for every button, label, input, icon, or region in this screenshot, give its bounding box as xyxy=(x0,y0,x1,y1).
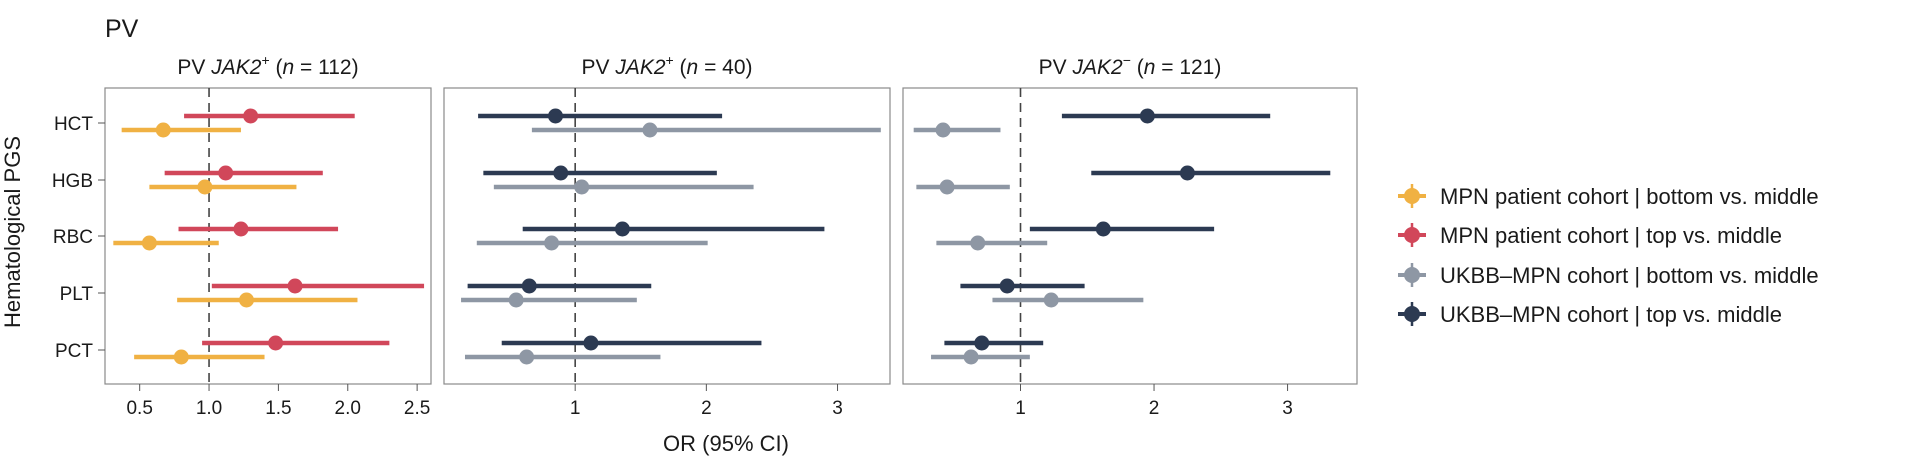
or-point xyxy=(243,108,259,124)
legend-label: UKBB–MPN cohort | bottom vs. middle xyxy=(1440,263,1819,288)
y-tick-label: PLT xyxy=(60,284,94,305)
panel-title-prefix: PV xyxy=(1039,56,1073,79)
panel-title-prefix: PV xyxy=(177,56,211,79)
or-point xyxy=(233,221,249,237)
panel-1: PV JAK2+ (n = 112) 0.5 1.0 1.5 2.0 2.5 HCT HGB R… xyxy=(52,52,432,419)
panel-frame xyxy=(443,87,891,385)
x-tick-label: 2.5 xyxy=(404,398,430,419)
x-tick-label: 3 xyxy=(1282,398,1293,419)
or-point xyxy=(519,349,535,365)
panel-title-n-prefix: ( xyxy=(1131,56,1144,79)
legend-swatch-point xyxy=(1404,306,1420,322)
figure-label: PV xyxy=(105,15,139,43)
or-point xyxy=(173,349,189,365)
legend-swatch-point xyxy=(1404,188,1420,204)
panel-title-superscript: − xyxy=(1123,52,1131,68)
or-point xyxy=(970,235,986,251)
or-point xyxy=(238,292,254,308)
panel-title-superscript: + xyxy=(261,52,269,68)
y-tick-label: RBC xyxy=(53,227,93,248)
legend-label: MPN patient cohort | bottom vs. middle xyxy=(1440,184,1819,209)
legend-label: MPN patient cohort | top vs. middle xyxy=(1440,223,1782,248)
or-point xyxy=(268,335,284,351)
or-point xyxy=(197,179,213,195)
panel-2: PV JAK2+ (n = 40) 1 2 3 xyxy=(443,52,891,419)
x-tick-label: 2.0 xyxy=(335,398,361,419)
series-ukbb_top xyxy=(944,108,1331,351)
series-ukbb_bottom xyxy=(461,122,881,365)
or-point xyxy=(287,278,303,294)
legend-swatch-point xyxy=(1404,227,1420,243)
x-tick-label: 3 xyxy=(832,398,843,419)
or-point xyxy=(939,179,955,195)
panel-title-n-value: = 121) xyxy=(1155,56,1221,79)
y-tick-label: PCT xyxy=(55,341,93,362)
legend-item: MPN patient cohort | bottom vs. middle xyxy=(1398,184,1819,209)
or-point xyxy=(553,165,569,181)
or-point xyxy=(974,335,990,351)
panel-title-n-var: n xyxy=(282,56,294,79)
panel-title: PV JAK2− (n = 121) xyxy=(1039,52,1222,79)
x-tick-label: 0.5 xyxy=(126,398,152,419)
panel-3: PV JAK2− (n = 121) 1 2 3 xyxy=(902,52,1358,419)
or-point xyxy=(521,278,537,294)
or-point xyxy=(508,292,524,308)
series-ukbb_bottom xyxy=(913,122,1144,365)
legend-item: UKBB–MPN cohort | top vs. middle xyxy=(1398,302,1782,327)
panels: PV JAK2+ (n = 112)0.5 1.0 1.5 2.0 2.5HCTHGBR… xyxy=(52,52,1358,419)
panel-frame xyxy=(104,87,432,385)
x-axis-label: OR (95% CI) xyxy=(663,431,789,456)
panel-title: PV JAK2+ (n = 40) xyxy=(581,52,752,79)
x-tick-label: 2 xyxy=(1149,398,1160,419)
or-point xyxy=(963,349,979,365)
panel-title-n-value: = 40) xyxy=(698,56,752,79)
or-point xyxy=(574,179,590,195)
legend-item: MPN patient cohort | top vs. middle xyxy=(1398,223,1782,248)
or-point xyxy=(548,108,563,124)
or-point xyxy=(642,122,658,138)
y-axis-label: Hematological PGS xyxy=(0,136,25,328)
panel-title-n-var: n xyxy=(687,56,699,79)
panel-title-n-prefix: ( xyxy=(270,56,283,79)
panel-title-n-var: n xyxy=(1144,56,1156,79)
or-point xyxy=(999,278,1015,294)
or-point xyxy=(1095,221,1111,237)
panel-title-n-value: = 112) xyxy=(294,56,358,79)
or-point xyxy=(614,221,630,237)
y-tick-label: HGB xyxy=(52,171,93,192)
x-tick-label: 2 xyxy=(701,398,712,419)
panel-title-superscript: + xyxy=(666,52,674,68)
panel-title: PV JAK2+ (n = 112) xyxy=(177,52,358,79)
or-point xyxy=(1179,165,1195,181)
x-tick-label: 1 xyxy=(570,398,581,419)
legend-label: UKBB–MPN cohort | top vs. middle xyxy=(1440,302,1782,327)
panel-title-n-prefix: ( xyxy=(674,56,687,79)
series-mpn_bottom xyxy=(113,122,358,365)
x-tick-label: 1.5 xyxy=(265,398,291,419)
or-point xyxy=(1043,292,1059,308)
panel-title-gene: JAK2 xyxy=(1071,56,1123,79)
or-point xyxy=(935,122,951,138)
or-point xyxy=(141,235,157,251)
or-point xyxy=(155,122,171,138)
x-tick-label: 1.0 xyxy=(196,398,222,419)
legend-item: UKBB–MPN cohort | bottom vs. middle xyxy=(1398,263,1819,288)
or-point xyxy=(1139,108,1155,124)
or-point xyxy=(583,335,599,351)
legend: MPN patient cohort | bottom vs. middle MP… xyxy=(1398,184,1819,327)
legend-swatch-point xyxy=(1404,267,1420,283)
x-tick-label: 1 xyxy=(1015,398,1026,419)
series-mpn_top xyxy=(164,108,425,351)
y-tick-label: HCT xyxy=(54,114,93,135)
panel-title-gene: JAK2 xyxy=(210,56,262,79)
or-point xyxy=(218,165,234,181)
panel-title-prefix: PV xyxy=(581,56,615,79)
series-ukbb_top xyxy=(467,108,825,351)
panel-frame xyxy=(902,87,1358,385)
or-point xyxy=(544,235,560,251)
panel-title-gene: JAK2 xyxy=(614,56,666,79)
